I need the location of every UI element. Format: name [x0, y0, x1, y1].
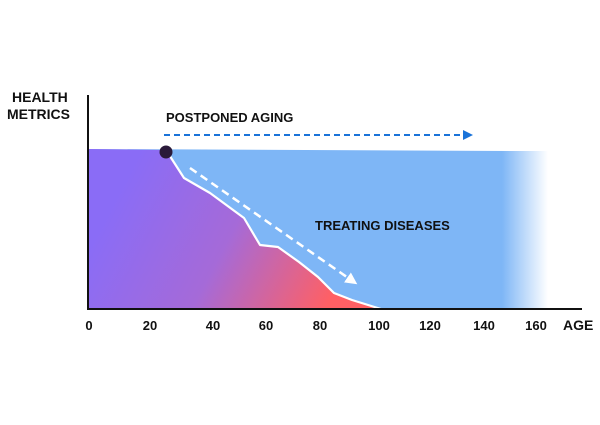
x-tick-label: 80 — [313, 318, 327, 333]
x-tick-label: 120 — [419, 318, 441, 333]
x-tick-label: 20 — [143, 318, 157, 333]
treating-diseases-label: TREATING DISEASES — [315, 218, 450, 233]
x-tick-labels: 0 20 40 60 80 100 120 140 160 — [85, 318, 546, 333]
health-decline-curve — [165, 149, 382, 311]
x-tick-label: 140 — [473, 318, 495, 333]
x-tick-label: 60 — [259, 318, 273, 333]
x-tick-label: 160 — [525, 318, 547, 333]
x-axis-label: AGE — [563, 317, 593, 333]
x-tick-label: 40 — [206, 318, 220, 333]
y-axis-label-line1: HEALTH — [12, 89, 68, 105]
postponed-aging-label: POSTPONED AGING — [166, 110, 293, 125]
y-axis-label-line2: METRICS — [7, 106, 70, 122]
start-marker — [159, 145, 173, 159]
x-tick-label: 0 — [85, 318, 92, 333]
treating-diseases-arrow — [189, 166, 358, 285]
x-tick-label: 100 — [368, 318, 390, 333]
